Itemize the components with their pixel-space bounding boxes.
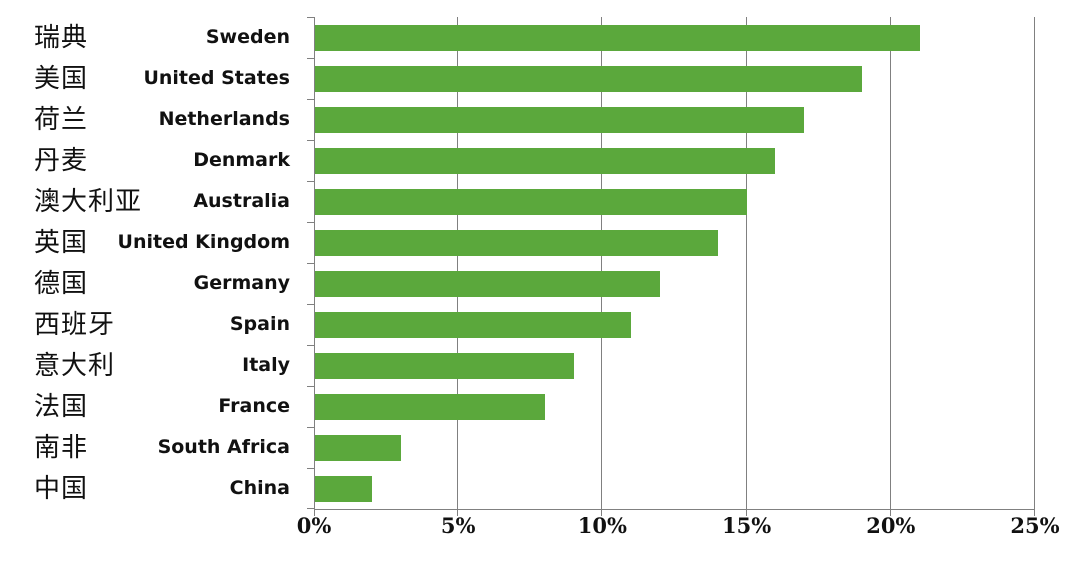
category-label-en: Italy (242, 354, 290, 376)
category-label-row: 意大利 Italy (0, 345, 290, 386)
plot-area (307, 17, 1035, 516)
bar-france (315, 393, 545, 420)
category-label-row: 法国 France (0, 386, 290, 427)
bar-united-kingdom (315, 229, 718, 256)
gridline (889, 17, 891, 509)
category-label-row: 荷兰 Netherlands (0, 99, 290, 140)
category-label-en: Sweden (205, 26, 290, 48)
y-axis-tick (307, 58, 314, 59)
x-axis-tick (745, 509, 747, 516)
bar-denmark (315, 147, 776, 174)
category-label-zh: 西班牙 (34, 309, 116, 340)
y-axis-tick (307, 263, 314, 264)
category-label-en: China (229, 477, 290, 499)
bar-sweden (315, 24, 920, 51)
x-axis-tick (457, 509, 459, 516)
gridline (745, 17, 747, 509)
bar-china (315, 475, 372, 502)
category-label-row: 英国 United Kingdom (0, 222, 290, 263)
category-label-zh: 意大利 (34, 350, 116, 381)
bar-netherlands (315, 106, 805, 133)
y-axis-tick (307, 17, 314, 18)
y-axis-tick (307, 468, 314, 469)
y-axis-tick (307, 508, 314, 509)
category-label-zh: 丹麦 (34, 145, 89, 176)
category-label-row: 西班牙 Spain (0, 304, 290, 345)
category-label-en: Denmark (193, 149, 290, 171)
y-axis-tick (307, 222, 314, 223)
category-label-en: Australia (193, 190, 290, 212)
category-label-row: 丹麦 Denmark (0, 140, 290, 181)
x-axis-tick (314, 509, 315, 516)
y-axis-tick (307, 99, 314, 100)
category-label-row: 澳大利亚 Australia (0, 181, 290, 222)
category-label-zh: 荷兰 (34, 104, 89, 135)
y-axis-tick (307, 140, 314, 141)
category-label-row: 德国 Germany (0, 263, 290, 304)
bar-spain (315, 311, 632, 338)
category-label-zh: 法国 (34, 391, 89, 422)
category-label-zh: 德国 (34, 268, 89, 299)
category-label-row: 瑞典 Sweden (0, 17, 290, 58)
x-tick-label: 25% (1010, 513, 1060, 538)
y-axis-tick (307, 386, 314, 387)
category-label-zh: 英国 (34, 227, 89, 258)
category-labels-column: 瑞典 Sweden 美国 United States 荷兰 Netherlands 丹麦 De… (0, 17, 290, 509)
gridline (457, 17, 459, 509)
category-label-zh: 澳大利亚 (34, 186, 143, 217)
y-axis-tick (307, 427, 314, 428)
gridline (601, 17, 603, 509)
bar-united-states (315, 65, 862, 92)
category-label-row: 南非 South Africa (0, 427, 290, 468)
category-label-zh: 中国 (34, 473, 89, 504)
category-label-en: France (218, 395, 290, 417)
x-tick-label: 15% (722, 513, 772, 538)
bar-australia (315, 188, 747, 215)
category-label-en: Netherlands (158, 108, 290, 130)
y-axis-tick (307, 304, 314, 305)
y-axis-tick (307, 181, 314, 182)
category-label-en: United Kingdom (117, 231, 290, 253)
category-label-zh: 美国 (34, 63, 89, 94)
x-tick-label: 0% (296, 513, 332, 538)
category-label-zh: 南非 (34, 432, 89, 463)
category-label-en: Spain (229, 313, 290, 335)
bar-south-africa (315, 434, 401, 461)
category-label-zh: 瑞典 (34, 22, 89, 53)
category-label-row: 中国 China (0, 468, 290, 509)
x-axis-tick (1034, 509, 1035, 516)
y-axis (314, 17, 315, 509)
x-axis-tick (889, 509, 891, 516)
x-tick-label: 10% (577, 513, 627, 538)
bar-italy (315, 352, 574, 379)
category-label-en: Germany (193, 272, 290, 294)
bar-germany (315, 270, 661, 297)
category-label-en: South Africa (157, 436, 290, 458)
x-tick-label: 20% (866, 513, 916, 538)
category-label-row: 美国 United States (0, 58, 290, 99)
y-axis-tick (307, 345, 314, 346)
x-axis-tick (601, 509, 603, 516)
category-label-en: United States (143, 67, 290, 89)
gridline (1034, 17, 1035, 509)
x-tick-label: 5% (440, 513, 476, 538)
x-axis (314, 509, 1035, 510)
